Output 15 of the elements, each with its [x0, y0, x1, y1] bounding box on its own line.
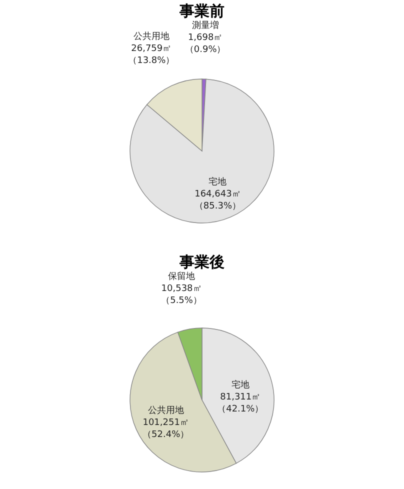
data-label: 26,759㎡（13.8%）: [128, 44, 175, 66]
slice-label: 公共用地: [148, 405, 184, 416]
chart-title: 事業前: [178, 2, 224, 20]
pie-slice: [130, 78, 274, 224]
slice-label: 宅地: [208, 176, 227, 188]
data-label: 164,643㎡（85.3%）: [194, 189, 241, 212]
slice-label: 保留地: [168, 270, 196, 282]
data-label: 81,311㎡（42.1%）: [217, 392, 264, 414]
data-label: 10,538㎡（5.5%）: [161, 284, 202, 306]
chart-title: 事業後: [178, 252, 224, 271]
slice-label: 測量増: [192, 20, 219, 32]
slice-label: 宅地: [231, 379, 250, 390]
data-label: 101,251㎡（52.4%）: [142, 418, 190, 440]
data-label: 1,698㎡（0.9%）: [184, 33, 226, 56]
slice-label: 公共用地: [133, 31, 170, 42]
